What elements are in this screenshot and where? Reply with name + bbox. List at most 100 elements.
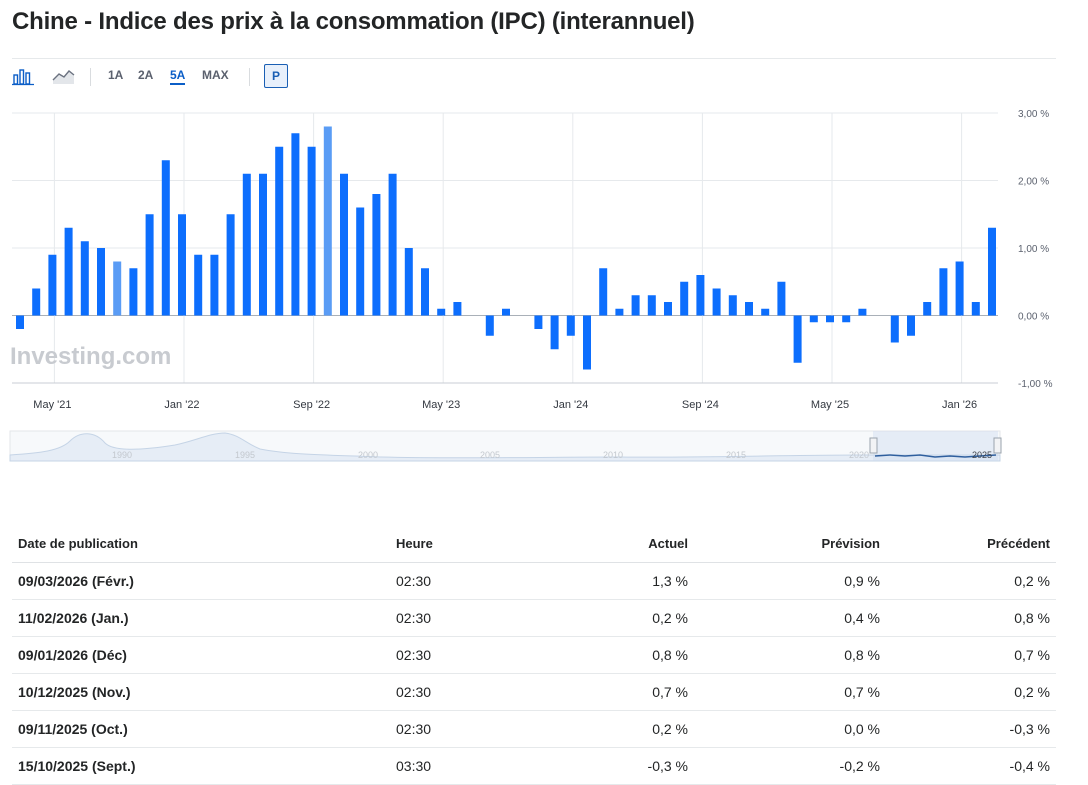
watermark: Investing.com — [10, 343, 171, 370]
col-header-actual: Actuel — [552, 524, 694, 563]
page-title: Chine - Indice des prix à la consommatio… — [12, 8, 695, 35]
bar[interactable] — [761, 308, 770, 316]
bar[interactable] — [583, 315, 591, 370]
y-tick-label: 2,00 % — [1018, 177, 1049, 188]
navigator-left-handle[interactable] — [869, 437, 878, 454]
bar[interactable] — [809, 315, 818, 323]
bar[interactable] — [939, 268, 948, 316]
table-row: 15/10/2025 (Sept.) 03:30 -0,3 % -0,2 % -… — [12, 747, 1056, 785]
period-2a-button[interactable]: 2A — [138, 68, 154, 82]
bar[interactable] — [145, 214, 154, 316]
bar[interactable] — [453, 302, 462, 316]
period-5a-button[interactable]: 5A — [170, 68, 186, 85]
bar[interactable] — [307, 146, 316, 316]
bar[interactable] — [194, 254, 203, 316]
toolbar-divider — [249, 68, 250, 86]
table-row: 11/02/2026 (Jan.) 02:30 0,2 % 0,4 % 0,8 … — [12, 599, 1056, 637]
bar[interactable] — [842, 315, 851, 323]
bar[interactable] — [356, 207, 365, 316]
bar[interactable] — [664, 302, 672, 316]
bar[interactable] — [388, 173, 397, 316]
cell-forecast: -0,2 % — [694, 747, 886, 785]
bar[interactable] — [129, 268, 138, 316]
bar[interactable] — [712, 288, 721, 316]
bar[interactable] — [226, 214, 235, 316]
bar[interactable] — [647, 295, 656, 316]
bar[interactable] — [437, 308, 446, 316]
bar[interactable] — [971, 302, 980, 316]
cell-time: 02:30 — [390, 673, 552, 711]
bar[interactable] — [16, 315, 24, 330]
period-1a-button[interactable]: 1A — [108, 68, 124, 82]
area-chart-icon[interactable] — [52, 66, 76, 86]
bar[interactable] — [259, 173, 267, 316]
bar[interactable] — [32, 288, 41, 316]
bar[interactable] — [728, 295, 737, 316]
cell-actual: 1,3 % — [552, 562, 694, 600]
cell-actual: 0,2 % — [552, 599, 694, 637]
bar[interactable] — [923, 302, 932, 316]
range-navigator[interactable]: 1990 1995 2000 2005 2010 2015 2020 2025 — [0, 425, 1088, 465]
cell-time: 02:30 — [390, 599, 552, 637]
bar[interactable] — [988, 227, 996, 316]
bar[interactable] — [242, 173, 251, 316]
bar[interactable] — [404, 248, 413, 316]
bar[interactable] — [550, 315, 559, 350]
bar[interactable] — [113, 261, 122, 316]
bar[interactable] — [615, 308, 624, 316]
bar[interactable] — [680, 281, 689, 316]
bar[interactable] — [48, 254, 57, 316]
y-tick-label: 3,00 % — [1018, 109, 1049, 120]
bar[interactable] — [64, 227, 73, 316]
cell-time: 03:30 — [390, 747, 552, 785]
bar[interactable] — [372, 194, 381, 316]
table-row: 09/11/2025 (Oct.) 02:30 0,2 % 0,0 % -0,3… — [12, 710, 1056, 748]
y-tick-label: 1,00 % — [1018, 244, 1049, 255]
cell-forecast: 0,8 % — [694, 636, 886, 674]
bar[interactable] — [97, 248, 105, 316]
bar[interactable] — [275, 146, 284, 316]
bar[interactable] — [793, 315, 802, 363]
navigator-year-label: 1990 — [112, 450, 132, 460]
bar-chart-icon[interactable] — [12, 66, 36, 86]
bar[interactable] — [485, 315, 494, 336]
bar[interactable] — [210, 254, 219, 316]
navigator-year-label: 2005 — [480, 450, 500, 460]
bar[interactable] — [502, 308, 510, 316]
bar[interactable] — [826, 315, 834, 323]
bar[interactable] — [777, 281, 786, 316]
bar[interactable] — [421, 268, 429, 316]
cell-date: 09/03/2026 (Févr.) — [12, 562, 390, 600]
x-tick-label: Sep '22 — [293, 399, 330, 411]
bar[interactable] — [907, 315, 915, 336]
navigator-year-labels: 1990 1995 2000 2005 2010 2015 2020 2025 — [112, 450, 992, 460]
cell-previous: -0,4 % — [886, 747, 1056, 785]
bar[interactable] — [631, 295, 640, 316]
bar[interactable] — [890, 315, 899, 343]
navigator-year-label: 2025 — [972, 450, 992, 460]
bar[interactable] — [858, 308, 867, 316]
bar[interactable] — [696, 275, 705, 316]
x-tick-label: Jan '24 — [553, 399, 588, 411]
y-tick-label: -1,00 % — [1018, 379, 1053, 390]
col-header-time: Heure — [390, 524, 552, 563]
bar[interactable] — [955, 261, 964, 316]
bar[interactable] — [534, 315, 543, 330]
navigator-year-label: 2000 — [358, 450, 378, 460]
bar[interactable] — [340, 173, 348, 316]
bar[interactable] — [599, 268, 608, 316]
bar[interactable] — [291, 133, 300, 316]
bar[interactable] — [745, 302, 753, 316]
bar[interactable] — [80, 241, 89, 316]
y-axis-labels: 3,00 % 2,00 % 1,00 % 0,00 % -1,00 % — [1018, 109, 1053, 390]
navigator-right-handle[interactable] — [993, 437, 1002, 454]
bar[interactable] — [178, 214, 186, 316]
cell-time: 02:30 — [390, 636, 552, 674]
cell-forecast: 0,9 % — [694, 562, 886, 600]
preliminary-toggle-button[interactable]: P — [264, 64, 288, 88]
bar[interactable] — [161, 160, 170, 316]
period-max-button[interactable]: MAX — [202, 68, 229, 82]
bar[interactable] — [566, 315, 575, 336]
cell-actual: 0,2 % — [552, 710, 694, 748]
bar[interactable] — [323, 126, 332, 316]
